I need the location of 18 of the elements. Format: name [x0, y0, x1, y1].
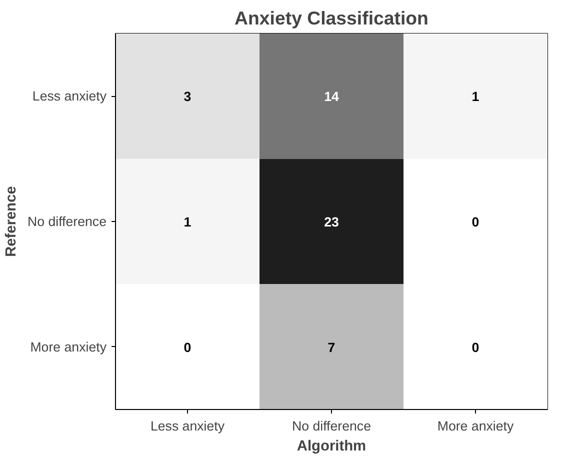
data-label: 1 — [184, 214, 192, 230]
y-tick-label: Less anxiety — [32, 88, 107, 104]
x-axis-title: Algorithm — [296, 438, 366, 454]
chart-title: Anxiety Classification — [234, 8, 428, 28]
data-label: 0 — [184, 340, 192, 355]
data-label: 7 — [328, 340, 336, 355]
data-label: 23 — [324, 214, 339, 230]
y-tick-label: No difference — [27, 214, 107, 229]
y-axis-title: Reference — [3, 186, 20, 257]
data-label: 3 — [184, 89, 192, 104]
y-tick-label: More anxiety — [30, 339, 107, 354]
data-label: 0 — [472, 340, 480, 355]
data-label: 14 — [324, 89, 340, 104]
x-tick-label: Less anxiety — [150, 418, 225, 434]
data-label: 1 — [472, 89, 480, 104]
x-tick-label: More anxiety — [437, 418, 514, 434]
x-tick-label: No difference — [292, 418, 372, 434]
data-label: 0 — [472, 214, 480, 230]
